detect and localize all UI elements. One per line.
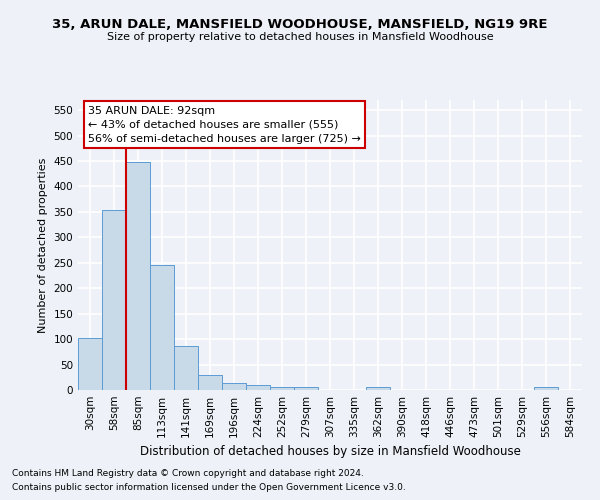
Text: 35 ARUN DALE: 92sqm
← 43% of detached houses are smaller (555)
56% of semi-detac: 35 ARUN DALE: 92sqm ← 43% of detached ho… bbox=[88, 106, 361, 144]
Bar bbox=[198, 375, 222, 390]
Bar bbox=[102, 210, 126, 390]
Bar bbox=[294, 388, 318, 390]
Bar bbox=[126, 162, 150, 390]
Bar bbox=[222, 384, 246, 390]
Bar bbox=[270, 388, 294, 390]
Bar bbox=[78, 338, 102, 390]
Bar bbox=[366, 387, 390, 390]
X-axis label: Distribution of detached houses by size in Mansfield Woodhouse: Distribution of detached houses by size … bbox=[140, 446, 520, 458]
Y-axis label: Number of detached properties: Number of detached properties bbox=[38, 158, 48, 332]
Bar bbox=[246, 386, 270, 390]
Text: 35, ARUN DALE, MANSFIELD WOODHOUSE, MANSFIELD, NG19 9RE: 35, ARUN DALE, MANSFIELD WOODHOUSE, MANS… bbox=[52, 18, 548, 30]
Text: Size of property relative to detached houses in Mansfield Woodhouse: Size of property relative to detached ho… bbox=[107, 32, 493, 42]
Bar bbox=[534, 388, 558, 390]
Bar bbox=[174, 346, 198, 390]
Text: Contains HM Land Registry data © Crown copyright and database right 2024.: Contains HM Land Registry data © Crown c… bbox=[12, 468, 364, 477]
Text: Contains public sector information licensed under the Open Government Licence v3: Contains public sector information licen… bbox=[12, 484, 406, 492]
Bar bbox=[150, 266, 174, 390]
